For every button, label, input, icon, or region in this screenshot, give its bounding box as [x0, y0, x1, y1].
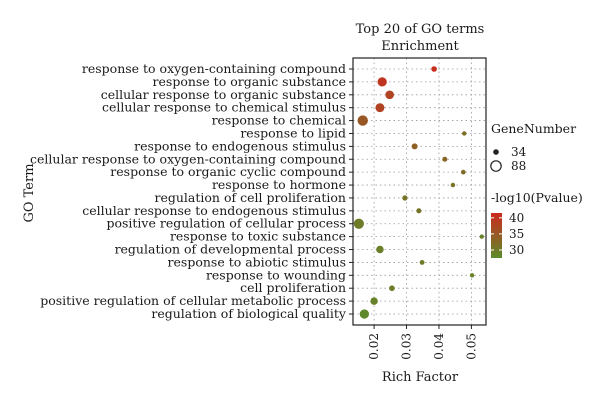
point-12: [353, 218, 364, 229]
x-tick-label-3: 0.05: [464, 333, 478, 360]
term-label-6: response to endogenous stimulus: [134, 138, 346, 153]
color-legend-label-2: 30: [509, 243, 524, 257]
x-axis: 0.02 0.03 0.04 0.05: [367, 325, 478, 360]
y-axis-label: GO Term: [22, 163, 37, 222]
point-17: [389, 285, 395, 292]
point-6: [411, 143, 418, 150]
point-4: [357, 115, 368, 126]
size-legend-label-1: 88: [511, 159, 526, 173]
term-label-14: regulation of developmental process: [115, 242, 346, 257]
term-label-9: response to hormone: [212, 177, 346, 192]
point-16: [469, 273, 475, 278]
chart-title-line-2: Enrichment: [381, 39, 459, 54]
point-11: [416, 208, 422, 214]
term-label-16: response to wounding: [206, 267, 346, 282]
point-3: [375, 103, 385, 113]
size-legend-symbol-1: [490, 160, 502, 172]
x-tick-label-2: 0.04: [432, 333, 446, 360]
point-8: [460, 169, 466, 175]
term-label-0: response to oxygen-containing compound: [82, 61, 346, 76]
x-tick-label-1: 0.03: [400, 333, 414, 360]
size-legend-title: GeneNumber: [491, 121, 576, 136]
color-legend-title: -log10(Pvalue): [491, 190, 583, 205]
term-label-11: cellular response to endogenous stimulus: [82, 203, 346, 218]
grid-lines: [353, 58, 486, 325]
point-0: [431, 66, 437, 72]
size-legend-symbol-0: [493, 149, 499, 155]
term-label-3: cellular response to chemical stimulus: [102, 100, 346, 115]
data-points: [353, 66, 484, 319]
point-10: [402, 195, 408, 201]
term-label-12: positive regulation of cellular process: [106, 216, 346, 231]
point-18: [370, 297, 378, 305]
color-legend-label-0: 40: [509, 211, 524, 225]
point-13: [479, 234, 484, 239]
term-label-17: cell proliferation: [240, 280, 346, 295]
term-labels: response to oxygen-containing compoundre…: [30, 61, 353, 321]
point-5: [462, 131, 467, 136]
point-15: [419, 259, 425, 265]
point-1: [377, 77, 387, 87]
term-label-13: response to toxic substance: [170, 229, 346, 244]
term-label-19: regulation of biological quality: [151, 306, 347, 321]
term-label-4: response to chemical: [212, 113, 346, 128]
color-legend-label-1: 35: [509, 227, 524, 241]
term-label-15: response to abiotic stimulus: [168, 254, 346, 269]
term-label-5: response to lipid: [240, 125, 346, 140]
term-label-7: cellular response to oxygen-containing c…: [30, 151, 346, 166]
chart-title-line-1: Top 20 of GO terms: [356, 22, 485, 37]
term-label-2: cellular response to organic substance: [101, 87, 346, 102]
point-19: [359, 309, 369, 319]
point-7: [442, 156, 448, 162]
term-label-1: response to organic substance: [153, 74, 346, 89]
term-label-18: positive regulation of cellular metaboli…: [40, 293, 346, 308]
term-label-10: regulation of cell proliferation: [155, 190, 347, 205]
term-label-8: response to organic cyclic compound: [110, 164, 346, 179]
x-axis-label: Rich Factor: [382, 370, 459, 385]
color-legend-bar: [491, 213, 502, 258]
color-legend-ticks: 40 35 30: [491, 211, 524, 257]
point-14: [376, 245, 384, 254]
plot-panel: [352, 57, 487, 326]
x-tick-label-0: 0.02: [367, 333, 381, 360]
size-legend-label-0: 34: [511, 145, 527, 159]
point-9: [450, 182, 456, 188]
point-2: [385, 90, 394, 100]
